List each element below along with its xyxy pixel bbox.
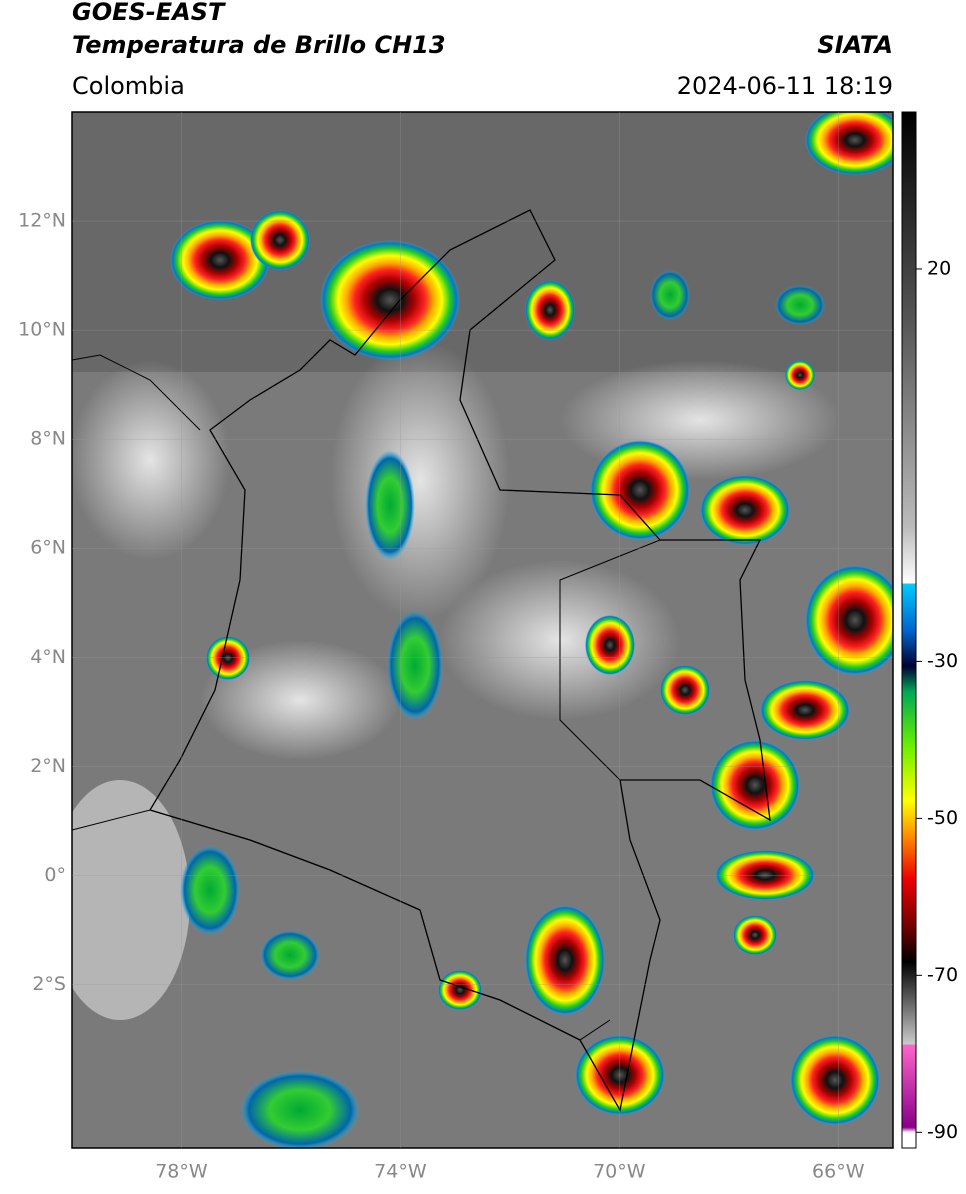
colorbar-tick-label: -90 [927,1121,958,1143]
lon-label: 78°W [155,1161,208,1183]
weak-cloud [260,930,320,980]
storm [206,636,250,680]
map-image [72,112,893,1148]
weak-cloud [365,450,415,560]
lat-label: 10°N [18,319,66,341]
coastline [72,354,201,431]
storm [525,905,605,1015]
storm [575,1035,665,1115]
lat-label: 6°N [30,537,66,559]
lat-label: 12°N [18,210,66,232]
storm [700,475,790,545]
weak-cloud [240,1070,360,1148]
weak-cloud [650,270,690,320]
lat-label: 2°S [32,973,66,995]
country-border [559,539,661,781]
map-frame [71,111,894,1149]
lat-label: 0° [44,864,66,886]
weak-cloud [180,845,240,935]
cloud [200,640,400,760]
lat-label: 8°N [30,428,66,450]
weak-cloud [387,610,443,720]
storm [733,915,777,955]
source: SIATA [817,31,893,59]
storm [805,112,893,175]
subtitle: Temperatura de Brillo CH13 [72,31,446,59]
colorbar-tick-label: 20 [927,257,951,279]
storm [790,1035,880,1125]
colorbar-tick-label: -70 [927,964,958,986]
storm [525,280,575,340]
storm [660,665,710,715]
weak-cloud [775,285,825,325]
storm [170,220,270,300]
colorbar-tick-label: -30 [927,650,958,672]
region: Colombia [72,72,185,100]
storm [590,440,690,540]
lat-label: 2°N [30,755,66,777]
storm [710,740,800,830]
storm [250,210,310,270]
storm [760,680,850,740]
colorbar-tick-label: -50 [927,807,958,829]
lon-label: 74°W [374,1161,427,1183]
storm [585,615,635,675]
country-border [72,809,611,1041]
storm [438,970,482,1010]
datetime: 2024-06-11 18:19 [677,72,893,100]
colorbar [901,111,917,1149]
lon-label: 70°W [593,1161,646,1183]
lat-label: 4°N [30,646,66,668]
cloud [72,780,190,1020]
storm [805,565,893,675]
cloud [72,360,230,560]
storm [320,240,460,360]
storm [785,360,815,390]
storm [715,850,815,900]
lon-label: 66°W [812,1161,865,1183]
cloud [330,340,510,620]
title: GOES-EAST [72,0,226,26]
